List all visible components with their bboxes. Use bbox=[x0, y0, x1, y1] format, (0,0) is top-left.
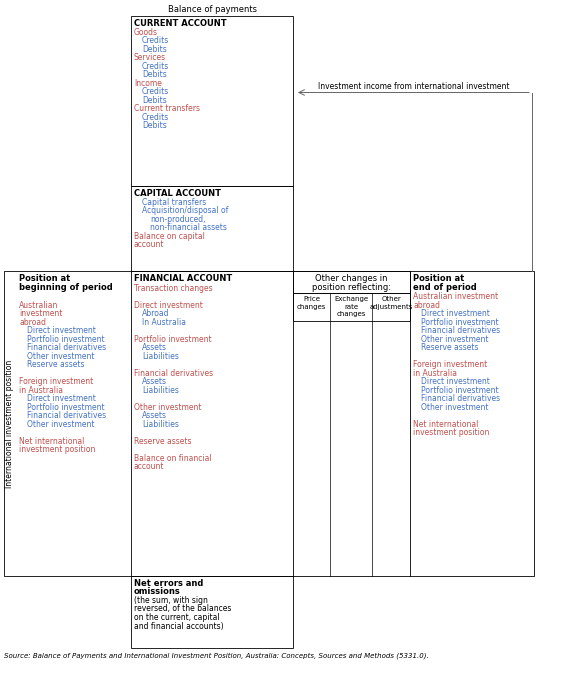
Text: Price: Price bbox=[303, 296, 320, 302]
Bar bbox=[131, 576, 293, 648]
Text: Financial derivatives: Financial derivatives bbox=[27, 343, 106, 352]
Text: Acquisition/disposal of: Acquisition/disposal of bbox=[142, 206, 228, 215]
Text: Financial derivatives: Financial derivatives bbox=[27, 411, 106, 420]
Text: Australian: Australian bbox=[19, 301, 58, 310]
Text: Position at: Position at bbox=[413, 274, 464, 283]
Text: Position at: Position at bbox=[19, 274, 70, 283]
Text: CAPITAL ACCOUNT: CAPITAL ACCOUNT bbox=[134, 189, 221, 198]
Text: Current transfers: Current transfers bbox=[134, 104, 200, 113]
Text: Net international: Net international bbox=[413, 419, 478, 429]
Text: Foreign investment: Foreign investment bbox=[19, 377, 93, 386]
Text: Financial derivatives: Financial derivatives bbox=[134, 369, 213, 377]
Text: CURRENT ACCOUNT: CURRENT ACCOUNT bbox=[134, 19, 226, 28]
Text: Foreign investment: Foreign investment bbox=[413, 360, 487, 369]
Text: account: account bbox=[134, 462, 165, 471]
Text: Debits: Debits bbox=[142, 45, 167, 53]
Text: Direct investment: Direct investment bbox=[134, 301, 203, 310]
Text: omissions: omissions bbox=[134, 588, 181, 597]
Text: non-produced,: non-produced, bbox=[150, 214, 205, 223]
Text: Assets: Assets bbox=[142, 411, 167, 420]
Text: Portfolio investment: Portfolio investment bbox=[421, 318, 499, 327]
Text: Balance on capital: Balance on capital bbox=[134, 232, 205, 240]
Text: Australian investment: Australian investment bbox=[413, 292, 498, 301]
Text: Other changes in: Other changes in bbox=[315, 274, 388, 283]
Bar bbox=[131, 186, 293, 271]
Text: Portfolio investment: Portfolio investment bbox=[421, 386, 499, 395]
Text: adjustments: adjustments bbox=[370, 303, 413, 310]
Bar bbox=[293, 271, 410, 293]
Text: In Australia: In Australia bbox=[142, 318, 186, 327]
Text: Debits: Debits bbox=[142, 70, 167, 79]
Text: beginning of period: beginning of period bbox=[19, 282, 113, 292]
Text: Capital transfers: Capital transfers bbox=[142, 197, 206, 206]
Text: investment position: investment position bbox=[19, 445, 95, 454]
Text: Direct investment: Direct investment bbox=[27, 394, 96, 403]
Text: Direct investment: Direct investment bbox=[27, 326, 96, 335]
Text: Credits: Credits bbox=[142, 112, 169, 121]
Text: investment: investment bbox=[19, 309, 62, 318]
Text: Other investment: Other investment bbox=[27, 351, 94, 360]
Text: Direct investment: Direct investment bbox=[421, 309, 490, 318]
Text: investment position: investment position bbox=[413, 428, 489, 437]
Text: Exchange: Exchange bbox=[334, 296, 368, 302]
Text: Net international: Net international bbox=[19, 436, 84, 445]
Text: International investment position: International investment position bbox=[5, 360, 15, 488]
Text: (the sum, with sign: (the sum, with sign bbox=[134, 596, 208, 605]
Text: changes: changes bbox=[336, 311, 365, 317]
Text: on the current, capital: on the current, capital bbox=[134, 613, 219, 622]
Bar bbox=[131, 16, 293, 186]
Text: Other investment: Other investment bbox=[134, 403, 201, 412]
Text: Reserve assets: Reserve assets bbox=[421, 343, 478, 352]
Text: end of period: end of period bbox=[413, 282, 477, 292]
Text: non-financial assets: non-financial assets bbox=[150, 223, 227, 232]
Text: in Australia: in Australia bbox=[19, 386, 63, 395]
Text: Debits: Debits bbox=[142, 95, 167, 105]
Text: Liabilities: Liabilities bbox=[142, 351, 179, 360]
Text: Portfolio investment: Portfolio investment bbox=[27, 403, 105, 412]
Text: account: account bbox=[134, 240, 165, 249]
Text: Financial derivatives: Financial derivatives bbox=[421, 394, 500, 403]
Text: abroad: abroad bbox=[19, 318, 46, 327]
Text: position reflecting:: position reflecting: bbox=[312, 282, 391, 292]
Text: Net errors and: Net errors and bbox=[134, 579, 203, 588]
Text: Transaction changes: Transaction changes bbox=[134, 284, 212, 292]
Text: rate: rate bbox=[344, 303, 358, 310]
Text: Other investment: Other investment bbox=[27, 419, 94, 429]
Text: abroad: abroad bbox=[413, 301, 440, 310]
Text: Liabilities: Liabilities bbox=[142, 386, 179, 395]
Text: Goods: Goods bbox=[134, 27, 158, 36]
Text: reversed, of the balances: reversed, of the balances bbox=[134, 604, 232, 614]
Text: Financial derivatives: Financial derivatives bbox=[421, 326, 500, 335]
Text: Credits: Credits bbox=[142, 62, 169, 71]
Text: Liabilities: Liabilities bbox=[142, 419, 179, 429]
Text: Debits: Debits bbox=[142, 121, 167, 130]
Text: changes: changes bbox=[297, 303, 326, 310]
Text: Direct investment: Direct investment bbox=[421, 377, 490, 386]
Text: Other investment: Other investment bbox=[421, 403, 488, 412]
Text: Assets: Assets bbox=[142, 377, 167, 386]
Text: Reserve assets: Reserve assets bbox=[134, 436, 191, 445]
Text: and financial accounts): and financial accounts) bbox=[134, 621, 223, 630]
Text: Investment income from international investment: Investment income from international inv… bbox=[318, 82, 509, 90]
Text: Other: Other bbox=[381, 296, 401, 302]
Text: Assets: Assets bbox=[142, 343, 167, 352]
Text: FINANCIAL ACCOUNT: FINANCIAL ACCOUNT bbox=[134, 274, 232, 283]
Text: Abroad: Abroad bbox=[142, 309, 169, 318]
Bar bbox=[4, 271, 534, 576]
Text: Balance of payments: Balance of payments bbox=[168, 5, 257, 14]
Text: Reserve assets: Reserve assets bbox=[27, 360, 84, 369]
Text: Services: Services bbox=[134, 53, 166, 62]
Text: Other investment: Other investment bbox=[421, 334, 488, 343]
Text: Credits: Credits bbox=[142, 36, 169, 45]
Text: Income: Income bbox=[134, 79, 162, 88]
Text: Credits: Credits bbox=[142, 87, 169, 96]
Text: Portfolio investment: Portfolio investment bbox=[134, 334, 212, 343]
Text: in Australia: in Australia bbox=[413, 369, 457, 377]
Text: Balance on financial: Balance on financial bbox=[134, 453, 212, 462]
Text: Portfolio investment: Portfolio investment bbox=[27, 334, 105, 343]
Text: Source: Balance of Payments and International Investment Position, Australia: Co: Source: Balance of Payments and Internat… bbox=[4, 652, 429, 658]
Bar bbox=[293, 293, 410, 321]
